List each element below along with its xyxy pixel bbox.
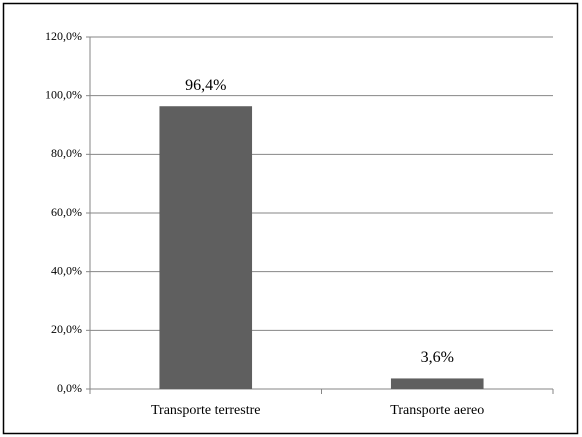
y-tick-label: 80,0% <box>51 146 82 160</box>
y-tick-label: 120,0% <box>45 29 82 43</box>
y-tick-label: 100,0% <box>45 87 82 101</box>
y-tick-label: 20,0% <box>51 322 82 336</box>
y-tick-label: 0,0% <box>57 381 82 395</box>
data-label: 96,4% <box>185 77 226 94</box>
x-tick-label: Transporte terrestre <box>151 403 261 418</box>
data-label: 3,6% <box>421 349 454 366</box>
y-tick-label: 40,0% <box>51 263 82 277</box>
bar <box>390 378 484 389</box>
bar <box>159 106 253 389</box>
x-tick-label: Transporte aereo <box>390 403 484 418</box>
y-tick-label: 60,0% <box>51 205 82 219</box>
